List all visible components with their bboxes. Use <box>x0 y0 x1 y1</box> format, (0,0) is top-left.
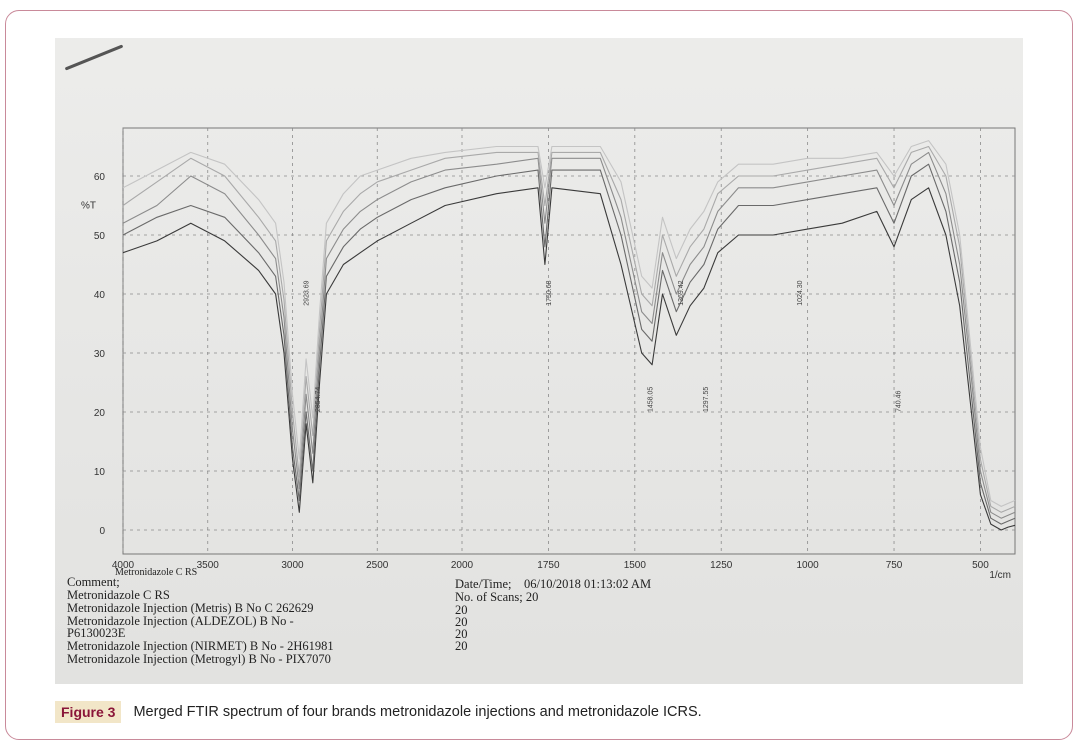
figure-caption: Figure 3 Merged FTIR spectrum of four br… <box>55 700 702 724</box>
x-tick-label: 2000 <box>451 560 474 571</box>
y-tick-label: 0 <box>99 526 105 537</box>
datetime-line: Date/Time; 06/10/2018 01:13:02 AM <box>455 577 652 591</box>
x-tick-label: 1500 <box>624 560 647 571</box>
y-tick-label: 60 <box>94 172 106 183</box>
x-tick-label: 500 <box>972 560 989 571</box>
comment-line: Metronidazole Injection (Metrogyl) B No … <box>67 652 331 666</box>
x-axis-label: 1/cm <box>989 570 1011 581</box>
y-tick-label: 10 <box>94 467 106 478</box>
ftir-spectrum-chart: 0 10 20 30 40 50 60 %T 4000 3500 3000 2500 2000 1750 1… <box>81 127 1016 581</box>
peak-label: 2854.74 <box>315 387 322 412</box>
peak-label: 1458.05 <box>647 387 654 412</box>
x-tick-label: 3000 <box>281 560 304 571</box>
y-axis-label: %T <box>81 201 96 212</box>
comment-line: P6130023E <box>67 626 126 640</box>
sample-name: Metronidazole C RS <box>115 567 198 578</box>
comment-line: Metronidazole Injection (ALDEZOL) B No - <box>67 614 294 628</box>
x-tick-label: 1250 <box>710 560 733 571</box>
plot-border <box>122 127 1016 555</box>
x-tick-label: 1750 <box>537 560 560 571</box>
comment-line: Metronidazole C RS <box>67 588 170 602</box>
peak-label: 1750.68 <box>546 280 553 305</box>
x-tick-label: 1000 <box>797 560 820 571</box>
scan-value: 20 <box>455 615 468 629</box>
spectrum-line <box>122 140 1016 507</box>
spectrum-series <box>122 140 1016 531</box>
peak-label: 1024.30 <box>797 280 804 305</box>
comment-label: Comment; <box>67 575 120 589</box>
peak-label: 2923.69 <box>303 280 310 305</box>
scanned-spectrum-printout: 0 10 20 30 40 50 60 %T 4000 3500 3000 2500 2000 1750 1… <box>55 38 1023 684</box>
x-tick-label: 3500 <box>197 560 220 571</box>
peak-label: 1297.55 <box>703 387 710 412</box>
x-tick-label: 750 <box>886 560 903 571</box>
y-tick-label: 20 <box>94 408 106 419</box>
peak-label: 740.46 <box>895 390 902 412</box>
grid-lines <box>122 127 1016 555</box>
y-tick-label: 30 <box>94 349 106 360</box>
axis-ticks: 0 10 20 30 40 50 60 %T 4000 3500 3000 2500 2000 1750 1… <box>81 172 1011 581</box>
peak-label: 1369.42 <box>678 280 685 305</box>
y-tick-label: 40 <box>94 290 106 301</box>
figure-frame <box>5 10 1073 740</box>
comment-line: Metronidazole Injection (NIRMET) B No - … <box>67 639 334 653</box>
figure-label: Figure 3 <box>55 701 122 723</box>
x-tick-label: 2500 <box>366 560 389 571</box>
scan-value: 20 <box>455 627 468 641</box>
peak-labels: 1750.68 1458.05 1369.42 1297.55 2923.69 2854.… <box>303 280 902 412</box>
spectrum-line <box>122 163 1016 525</box>
scan-value: 20 <box>455 603 468 617</box>
figure-caption-text: Merged FTIR spectrum of four brands metr… <box>133 704 702 720</box>
scans-line: No. of Scans; 20 <box>455 590 539 604</box>
scan-value: 20 <box>455 639 468 653</box>
x-tick-label: 4000 <box>112 560 135 571</box>
spectrum-line <box>122 151 1016 519</box>
y-tick-label: 50 <box>94 231 106 242</box>
spectrum-line <box>122 145 1016 513</box>
spectrum-line <box>122 187 1016 531</box>
comment-line: Metronidazole Injection (Metris) B No C … <box>67 601 314 615</box>
